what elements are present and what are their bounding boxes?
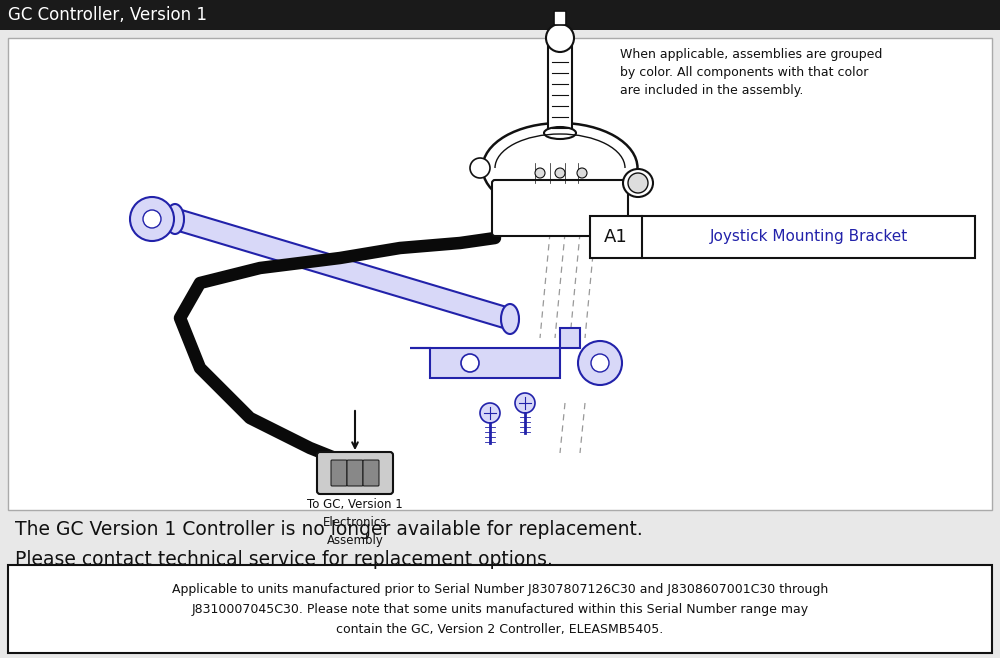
Circle shape bbox=[130, 197, 174, 241]
Text: When applicable, assemblies are grouped
by color. All components with that color: When applicable, assemblies are grouped … bbox=[620, 48, 882, 97]
Text: Applicable to units manufactured prior to Serial Number J8307807126C30 and J8308: Applicable to units manufactured prior t… bbox=[172, 582, 828, 636]
Circle shape bbox=[515, 393, 535, 413]
Circle shape bbox=[577, 168, 587, 178]
Text: To GC, Version 1
Electronics
Assembly: To GC, Version 1 Electronics Assembly bbox=[307, 498, 403, 547]
Polygon shape bbox=[410, 328, 580, 378]
Circle shape bbox=[470, 158, 490, 178]
FancyBboxPatch shape bbox=[317, 452, 393, 494]
FancyBboxPatch shape bbox=[331, 460, 347, 486]
Circle shape bbox=[143, 210, 161, 228]
Bar bbox=[590, 216, 975, 258]
Bar bbox=[0, 0, 1000, 30]
Text: Please contact technical service for replacement options.: Please contact technical service for rep… bbox=[15, 550, 553, 569]
Circle shape bbox=[535, 168, 545, 178]
Circle shape bbox=[555, 168, 565, 178]
FancyBboxPatch shape bbox=[554, 11, 566, 25]
Text: Joystick Mounting Bracket: Joystick Mounting Bracket bbox=[709, 230, 908, 245]
Text: The GC Version 1 Controller is no longer available for replacement.: The GC Version 1 Controller is no longer… bbox=[15, 520, 643, 539]
Circle shape bbox=[546, 24, 574, 52]
Text: GC Controller, Version 1: GC Controller, Version 1 bbox=[8, 6, 207, 24]
Polygon shape bbox=[175, 208, 510, 330]
Bar bbox=[8, 38, 992, 510]
Text: A1: A1 bbox=[604, 228, 628, 246]
Bar bbox=[8, 565, 992, 653]
Circle shape bbox=[461, 354, 479, 372]
FancyBboxPatch shape bbox=[363, 460, 379, 486]
FancyBboxPatch shape bbox=[492, 180, 628, 236]
Circle shape bbox=[578, 341, 622, 385]
Circle shape bbox=[591, 354, 609, 372]
Circle shape bbox=[480, 403, 500, 423]
Ellipse shape bbox=[544, 127, 576, 139]
Ellipse shape bbox=[623, 169, 653, 197]
Ellipse shape bbox=[166, 204, 184, 234]
Circle shape bbox=[628, 173, 648, 193]
FancyBboxPatch shape bbox=[548, 41, 572, 135]
Ellipse shape bbox=[482, 123, 638, 213]
Ellipse shape bbox=[501, 304, 519, 334]
FancyBboxPatch shape bbox=[347, 460, 363, 486]
